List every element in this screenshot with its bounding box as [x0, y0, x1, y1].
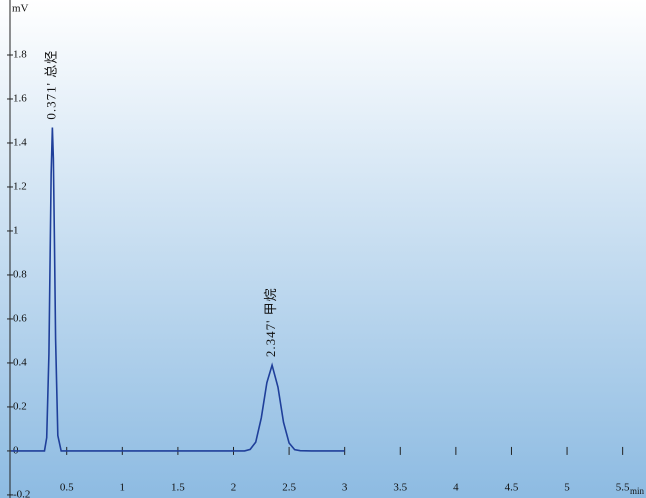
x-tick-label: 3.5 — [393, 482, 407, 494]
x-tick-label: 3 — [342, 482, 348, 494]
x-tick-label: 5 — [564, 482, 570, 494]
x-tick-label: 1 — [120, 482, 126, 494]
x-tick-label: 5.5 — [616, 482, 630, 494]
x-tick-label: 0.5 — [60, 482, 74, 494]
peak-label: 2.347' 甲烷 — [263, 287, 278, 357]
y-tick-label: 1.4 — [13, 137, 27, 149]
y-tick-label: 1.6 — [13, 93, 27, 105]
x-tick-label: 2.5 — [282, 482, 296, 494]
trace — [11, 127, 345, 452]
y-tick-label: 0.2 — [13, 400, 27, 412]
y-tick-label: 1.2 — [13, 181, 27, 193]
x-tick-label: 1.5 — [171, 482, 185, 494]
y-tick-label: 0.4 — [13, 356, 27, 368]
y-tick-label: 1.8 — [13, 49, 27, 61]
y-axis-label: mV — [12, 3, 29, 15]
y-tick-label: 0.6 — [13, 312, 27, 324]
y-tick-label: 1 — [13, 224, 19, 236]
x-axis-label: min — [630, 486, 645, 496]
y-tick-label: -0.2 — [13, 488, 30, 498]
x-tick-label: 4.5 — [505, 482, 519, 494]
x-tick-label: 2 — [231, 482, 237, 494]
x-tick-label: 4 — [453, 482, 459, 494]
y-tick-label: 0.8 — [13, 268, 27, 280]
peak-label: 0.371' 总烃 — [43, 50, 58, 120]
